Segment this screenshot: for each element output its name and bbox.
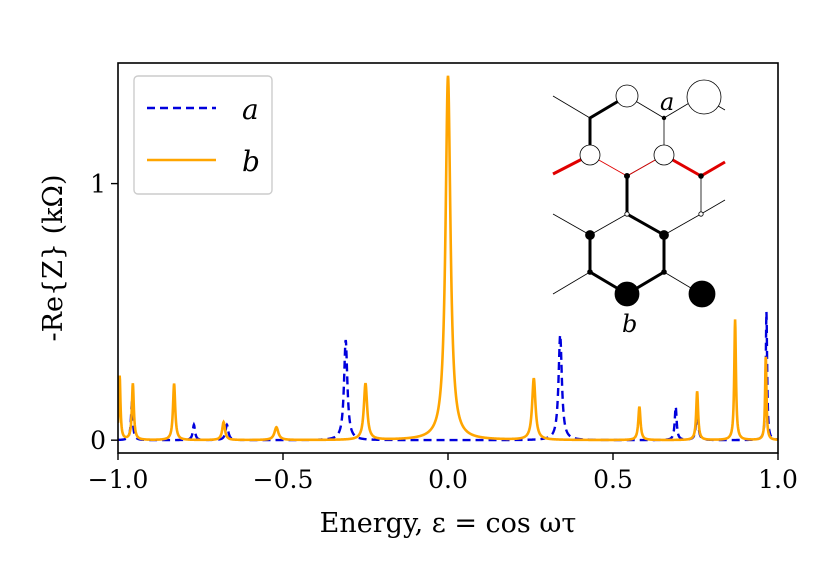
- x-tick-label: 1.0: [758, 465, 798, 494]
- inset-label-a: a: [660, 88, 674, 116]
- series-a-line: [118, 311, 778, 442]
- x-axis-label: Energy, ε = cos ωτ: [320, 508, 577, 539]
- inset-lattice-diagram: a b: [550, 74, 728, 338]
- axis-ticks: −1.0 −0.5 0.0 0.5 1.0 0 1: [88, 170, 798, 494]
- inset-sites: [579, 79, 722, 308]
- legend-a-label: a: [242, 93, 259, 126]
- x-tick-label: 0.0: [428, 465, 468, 494]
- inset-label-b: b: [622, 310, 637, 338]
- y-tick-label: 1: [90, 170, 106, 199]
- legend-b-label: b: [242, 145, 260, 178]
- x-tick-label: −0.5: [253, 465, 314, 494]
- series-b-line: [118, 75, 778, 442]
- legend-box: [133, 75, 273, 195]
- y-axis-label: -Re{Z} (kΩ): [38, 175, 69, 342]
- legend: a b: [133, 75, 273, 195]
- x-tick-label: 0.5: [593, 465, 633, 494]
- x-tick-label: −1.0: [88, 465, 149, 494]
- y-tick-label: 0: [90, 426, 106, 455]
